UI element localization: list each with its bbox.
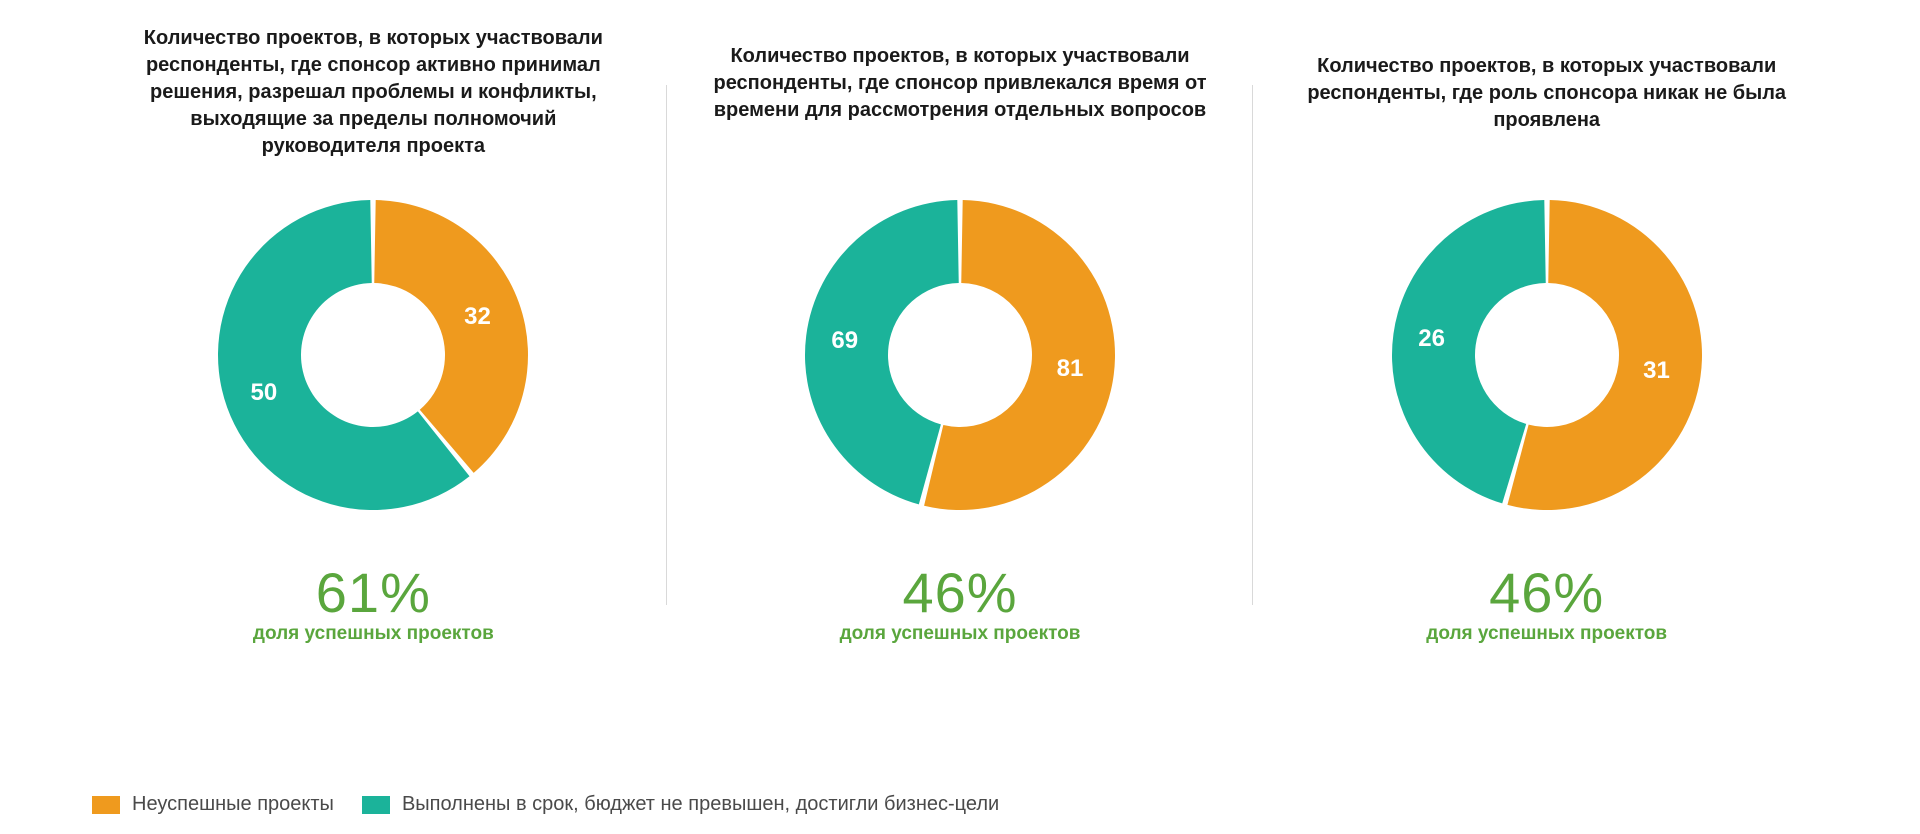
slice-label-orange: 81 xyxy=(1057,355,1084,383)
donut-chart-1: 81 69 xyxy=(790,185,1130,525)
chart-title: Количество проектов, в которых участвова… xyxy=(110,25,637,175)
slice-label-teal: 69 xyxy=(831,327,858,355)
legend-item-unsuccessful: Неуспешные проекты xyxy=(92,793,334,816)
summary-caption: доля успешных проектов xyxy=(1426,623,1667,645)
chart-title: Количество проектов, в которых участвова… xyxy=(697,25,1224,175)
summary-percent: 61% xyxy=(253,560,494,625)
chart-panel-1: Количество проектов, в которых участвова… xyxy=(667,25,1254,760)
legend-label: Неуспешные проекты xyxy=(132,793,334,816)
donut-svg xyxy=(203,185,543,525)
donut-chart-0: 32 50 xyxy=(203,185,543,525)
chart-panel-0: Количество проектов, в которых участвова… xyxy=(80,25,667,760)
slice-label-teal: 26 xyxy=(1418,325,1445,353)
legend-swatch-orange xyxy=(92,796,120,814)
donut-svg xyxy=(1377,185,1717,525)
chart-title: Количество проектов, в которых участвова… xyxy=(1283,25,1810,175)
chart-summary: 61% доля успешных проектов xyxy=(253,560,494,645)
slice-label-teal: 50 xyxy=(251,379,278,407)
charts-row: Количество проектов, в которых участвова… xyxy=(0,0,1920,760)
legend: Неуспешные проекты Выполнены в срок, бюд… xyxy=(92,793,999,816)
legend-swatch-teal xyxy=(362,796,390,814)
legend-item-successful: Выполнены в срок, бюджет не превышен, до… xyxy=(362,793,999,816)
chart-panel-2: Количество проектов, в которых участвова… xyxy=(1253,25,1840,760)
slice-label-orange: 31 xyxy=(1643,357,1670,385)
summary-percent: 46% xyxy=(840,560,1081,625)
chart-summary: 46% доля успешных проектов xyxy=(1426,560,1667,645)
summary-caption: доля успешных проектов xyxy=(253,623,494,645)
summary-percent: 46% xyxy=(1426,560,1667,625)
chart-summary: 46% доля успешных проектов xyxy=(840,560,1081,645)
donut-chart-2: 31 26 xyxy=(1377,185,1717,525)
summary-caption: доля успешных проектов xyxy=(840,623,1081,645)
slice-label-orange: 32 xyxy=(464,303,491,331)
legend-label: Выполнены в срок, бюджет не превышен, до… xyxy=(402,793,999,816)
